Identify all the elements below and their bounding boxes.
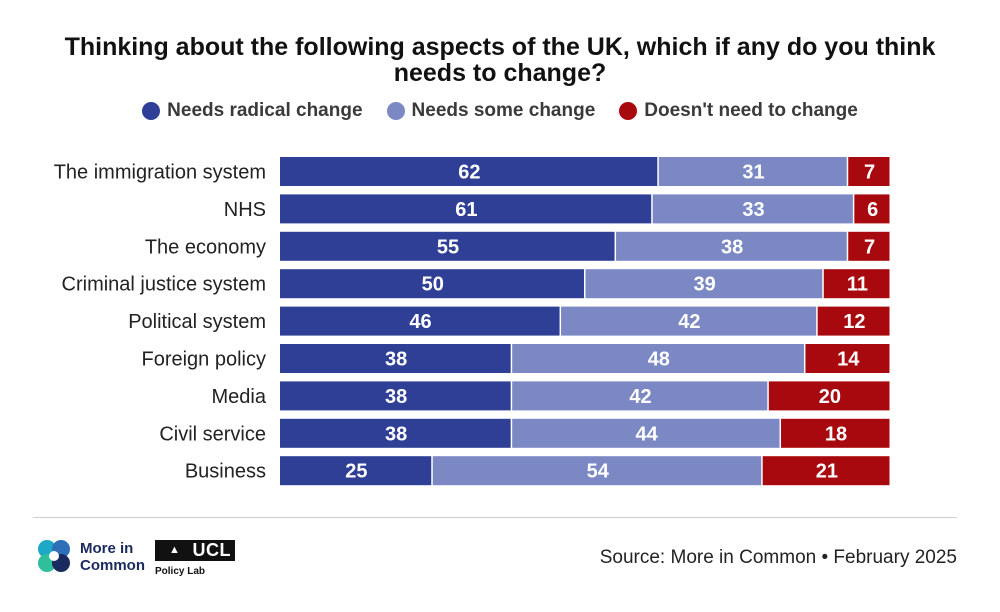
data-label-radical-civil-service: 38 xyxy=(385,423,407,445)
data-label-some-political-system: 42 xyxy=(678,311,700,333)
category-label-political-system: Political system xyxy=(128,311,266,333)
bar-radical-business xyxy=(280,456,432,486)
data-label-none-the-immigration-system: 7 xyxy=(864,162,875,184)
bar-some-media xyxy=(512,381,768,411)
bar-radical-media xyxy=(280,381,511,411)
data-label-radical-the-economy: 55 xyxy=(437,236,459,258)
legend-label-none: Doesn't need to change xyxy=(644,100,858,121)
data-label-some-nhs: 33 xyxy=(742,199,764,221)
bar-none-civil-service xyxy=(781,418,890,448)
more-in-common-logo-text: More in Common xyxy=(80,540,145,574)
data-label-some-media: 42 xyxy=(629,386,651,408)
legend-label-radical: Needs radical change xyxy=(167,100,363,121)
data-label-none-criminal-justice-system: 11 xyxy=(847,274,868,296)
legend-item-none: Doesn't need to change xyxy=(619,100,858,122)
legend-item-radical: Needs radical change xyxy=(142,100,363,122)
bar-radical-foreign-policy xyxy=(280,344,511,373)
data-label-none-business: 21 xyxy=(816,461,838,483)
bar-some-business xyxy=(432,456,762,486)
bar-radical-the-economy xyxy=(280,231,615,261)
legend-item-some: Needs some change xyxy=(386,100,596,122)
data-label-some-business: 54 xyxy=(587,461,610,483)
data-label-none-civil-service: 18 xyxy=(825,423,847,445)
ucl-crest-icon: ▲ xyxy=(169,544,181,556)
data-label-some-criminal-justice-system: 39 xyxy=(694,274,716,296)
category-label-the-economy: The economy xyxy=(145,236,266,258)
data-label-some-civil-service: 44 xyxy=(635,423,658,445)
bar-none-nhs xyxy=(854,194,890,224)
bar-none-the-economy xyxy=(848,231,890,261)
category-label-nhs: NHS xyxy=(224,199,266,221)
bar-radical-political-system xyxy=(280,306,560,336)
data-label-some-the-economy: 38 xyxy=(721,236,743,258)
chart-title: Thinking about the following aspects of … xyxy=(64,33,936,87)
bar-radical-criminal-justice-system xyxy=(280,269,584,299)
bar-some-political-system xyxy=(561,306,817,336)
category-label-civil-service: Civil service xyxy=(159,423,266,445)
data-label-none-nhs: 6 xyxy=(867,199,878,221)
data-label-none-the-economy: 7 xyxy=(864,236,875,258)
bar-radical-nhs xyxy=(280,194,652,224)
data-label-radical-media: 38 xyxy=(385,386,407,408)
legend-swatch-some xyxy=(386,102,405,120)
data-label-none-foreign-policy: 14 xyxy=(837,349,860,371)
data-label-none-political-system: 12 xyxy=(843,311,865,333)
bar-none-media xyxy=(768,381,890,411)
category-label-criminal-justice-system: Criminal justice system xyxy=(62,274,266,296)
category-label-the-immigration-system: The immigration system xyxy=(54,162,266,184)
data-label-radical-political-system: 46 xyxy=(409,311,431,333)
bar-radical-civil-service xyxy=(280,418,511,448)
bar-none-criminal-justice-system xyxy=(823,269,890,299)
category-label-foreign-policy: Foreign policy xyxy=(141,349,266,371)
legend: Needs radical change Needs some change D… xyxy=(0,100,1000,122)
footer-divider xyxy=(33,517,957,518)
data-label-some-foreign-policy: 48 xyxy=(648,349,670,371)
bar-some-civil-service xyxy=(512,418,780,448)
bar-none-political-system xyxy=(817,306,890,336)
bar-none-business xyxy=(762,456,890,486)
category-label-business: Business xyxy=(185,461,266,483)
bar-none-foreign-policy xyxy=(805,344,890,373)
legend-swatch-radical xyxy=(142,102,161,120)
bar-some-the-economy xyxy=(616,231,847,261)
ucl-policy-lab-label: Policy Lab xyxy=(155,566,206,577)
bar-some-nhs xyxy=(652,194,853,224)
data-label-none-media: 20 xyxy=(819,386,841,408)
data-label-some-the-immigration-system: 31 xyxy=(742,162,764,184)
bar-some-foreign-policy xyxy=(512,344,804,373)
bar-radical-the-immigration-system xyxy=(280,157,658,186)
bar-none-the-immigration-system xyxy=(848,157,890,186)
ucl-logo-text: UCL xyxy=(192,540,231,560)
data-label-radical-foreign-policy: 38 xyxy=(385,349,407,371)
data-label-radical-criminal-justice-system: 50 xyxy=(422,274,444,296)
bar-some-criminal-justice-system xyxy=(585,269,823,299)
category-label-media: Media xyxy=(212,386,267,408)
data-label-radical-the-immigration-system: 62 xyxy=(458,162,480,184)
data-label-radical-business: 25 xyxy=(345,461,367,483)
data-label-radical-nhs: 61 xyxy=(455,199,477,221)
source-note: Source: More in Common • February 2025 xyxy=(599,547,957,568)
ucl-logo: ▲ UCL xyxy=(155,540,235,561)
more-in-common-logo-icon xyxy=(38,540,70,572)
legend-label-some: Needs some change xyxy=(411,100,596,121)
legend-swatch-none xyxy=(619,102,638,120)
bar-some-the-immigration-system xyxy=(658,157,847,186)
